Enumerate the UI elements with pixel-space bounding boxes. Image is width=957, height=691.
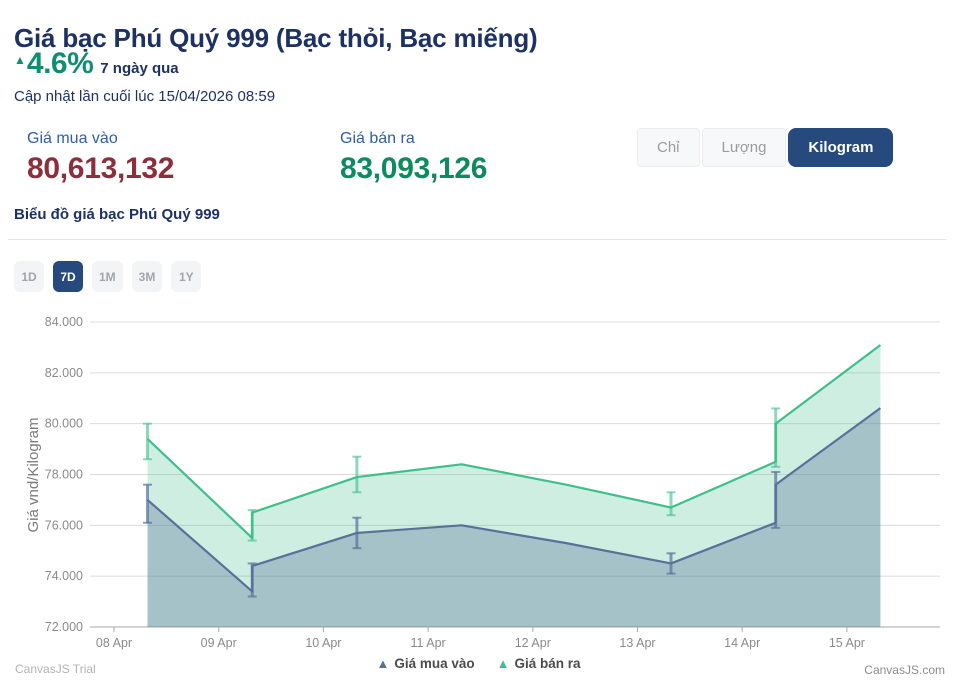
change-percent: 4.6% [26, 47, 94, 80]
buy-price-label: Giá mua vào [27, 130, 118, 147]
chart-canvas[interactable]: 84.000 82.000 80.000 78.000 76.000 74.000 72.0… [0, 300, 957, 660]
sell-price-value: 83,093,126 [340, 152, 488, 185]
series-area-1 [147, 345, 881, 627]
sell-price-block: Giá bán ra 83,093,126 [340, 130, 487, 186]
canvasjs-trial-watermark: CanvasJS Trial [15, 662, 96, 676]
y-tick-label: 84.000 [45, 315, 83, 329]
y-tick-label: 72.000 [45, 620, 83, 634]
series-line-1 [146, 344, 882, 540]
legend-label: Giá mua vào [394, 656, 475, 671]
buy-price-block: Giá mua vào 80,613,132 [27, 130, 174, 186]
y-axis-title: Giá vnd/Kilogram [25, 417, 42, 532]
chart-heading: Biểu đồ giá bạc Phú Quý 999 [14, 206, 220, 223]
range-option-1y[interactable]: 1Y [171, 261, 202, 292]
y-tick-label: 80.000 [45, 417, 83, 431]
range-option-7d[interactable]: 7D [53, 261, 83, 292]
y-tick-label: 76.000 [45, 518, 83, 532]
up-arrow-icon: ▲ [14, 53, 26, 67]
y-tick-label: 78.000 [45, 468, 83, 482]
x-tick-label: 08 Apr [96, 636, 132, 650]
section-divider [8, 239, 946, 240]
buy-price-value: 80,613,132 [27, 152, 175, 185]
legend-marker-icon: ▲ [496, 656, 510, 671]
legend-label: Giá bán ra [514, 656, 581, 671]
y-tick-label: 74.000 [45, 569, 83, 583]
legend-marker-icon: ▲ [376, 656, 390, 671]
price-chart[interactable]: 84.000 82.000 80.000 78.000 76.000 74.000 72.0… [0, 300, 957, 691]
legend-item-1[interactable]: ▲ Giá bán ra [497, 656, 581, 671]
unit-option-0[interactable]: Chỉ [637, 128, 700, 167]
time-range-group: 1D 7D 1M 3M 1Y [14, 261, 202, 292]
last-updated-text: Cập nhật lần cuối lúc 15/04/2026 08:59 [14, 88, 276, 105]
x-tick-label: 09 Apr [201, 636, 237, 650]
unit-option-2[interactable]: Kilogram [788, 128, 894, 167]
sell-price-label: Giá bán ra [340, 130, 415, 147]
series-area-0 [147, 408, 881, 627]
x-tick-label: 15 Apr [829, 636, 865, 650]
range-option-3m[interactable]: 3M [131, 261, 163, 292]
legend-item-0[interactable]: ▲ Giá mua vào [376, 656, 474, 671]
x-tick-label: 13 Apr [619, 636, 655, 650]
x-tick-label: 14 Apr [724, 636, 760, 650]
range-option-1m[interactable]: 1M [92, 261, 123, 292]
canvasjs-brand-link[interactable]: CanvasJS.com [864, 663, 945, 677]
series-line-0 [146, 407, 882, 593]
x-tick-label: 12 Apr [515, 636, 551, 650]
price-change-row: ▲ 4.6% 7 ngày qua [14, 47, 179, 81]
chart-legend: ▲ Giá mua vào ▲ Giá bán ra [0, 656, 957, 671]
change-period: 7 ngày qua [100, 60, 179, 77]
page-title: Giá bạc Phú Quý 999 (Bạc thỏi, Bạc miếng… [14, 23, 538, 54]
y-tick-label: 82.000 [45, 366, 83, 380]
unit-toggle-group: Chỉ Lượng Kilogram [637, 128, 894, 167]
x-tick-label: 11 Apr [410, 636, 445, 650]
range-option-1d[interactable]: 1D [14, 261, 44, 292]
unit-option-1[interactable]: Lượng [701, 128, 787, 167]
x-tick-label: 10 Apr [305, 636, 341, 650]
